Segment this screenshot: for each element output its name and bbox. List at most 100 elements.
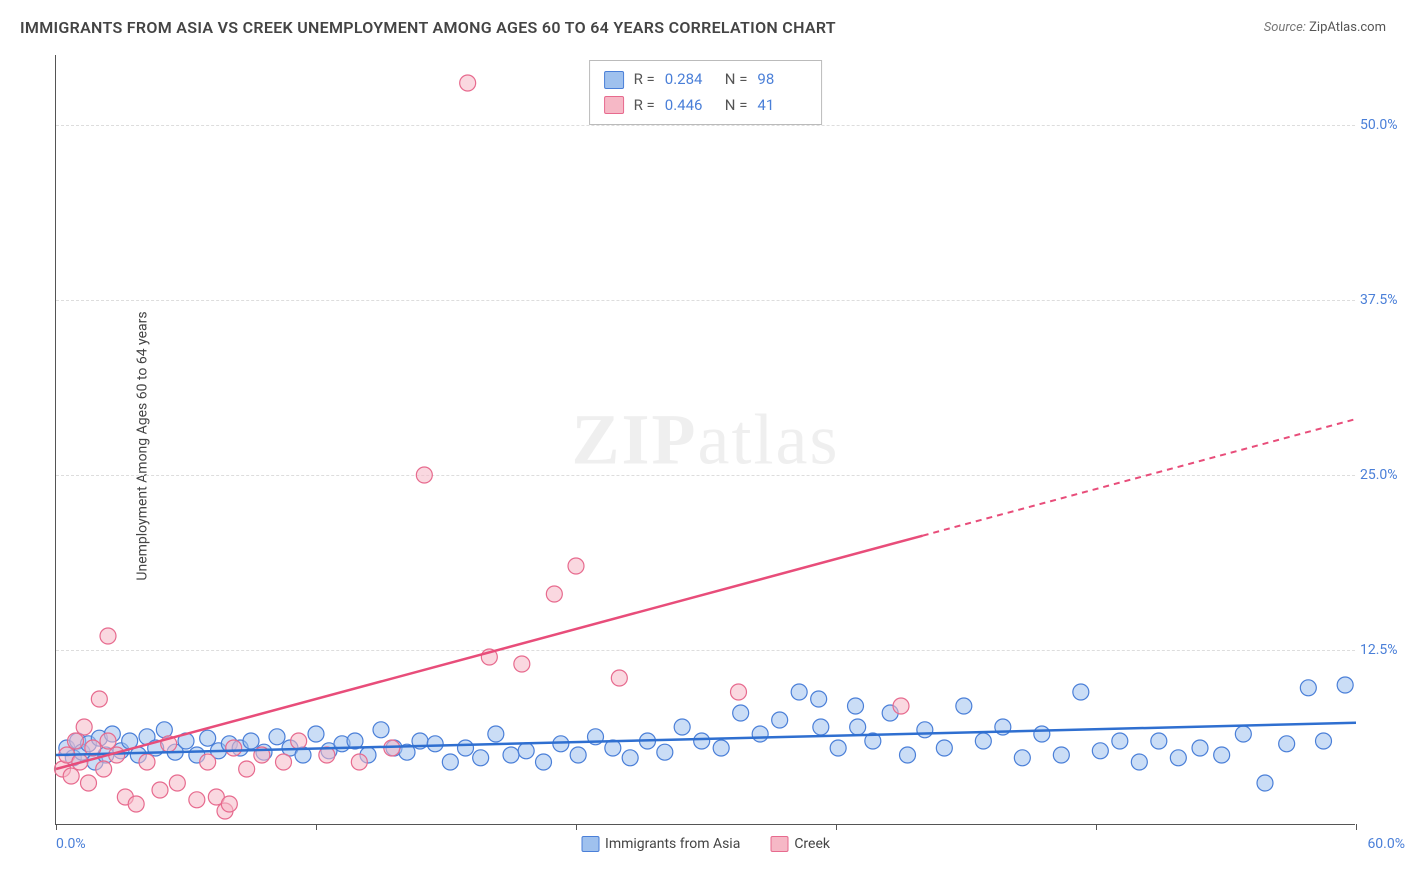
scatter-point: [900, 747, 916, 763]
scatter-point: [570, 747, 586, 763]
scatter-point: [1316, 733, 1332, 749]
scatter-point: [100, 733, 116, 749]
scatter-point: [351, 754, 367, 770]
scatter-point: [546, 586, 562, 602]
scatter-point: [1300, 680, 1316, 696]
scatter-point: [674, 719, 690, 735]
stat-row-series2: R = 0.446 N = 41: [604, 93, 808, 119]
correlation-stat-box: R = 0.284 N = 98 R = 0.446 N = 41: [589, 60, 823, 125]
scatter-point: [169, 775, 185, 791]
scatter-point: [152, 782, 168, 798]
scatter-point: [373, 722, 389, 738]
x-tick-mark: [56, 824, 57, 830]
scatter-point: [68, 733, 84, 749]
scatter-point: [1257, 775, 1273, 791]
scatter-point: [893, 698, 909, 714]
scatter-point: [657, 744, 673, 760]
y-tick-label: 50.0%: [1360, 117, 1406, 133]
n-value-series1: 98: [757, 67, 807, 93]
scatter-point: [200, 730, 216, 746]
scatter-point: [291, 733, 307, 749]
scatter-point: [1151, 733, 1167, 749]
r-value-series1: 0.284: [665, 67, 715, 93]
scatter-point: [189, 792, 205, 808]
scatter-point: [936, 740, 952, 756]
scatter-point: [1170, 750, 1186, 766]
scatter-point: [1214, 747, 1230, 763]
scatter-point: [811, 691, 827, 707]
scatter-point: [458, 740, 474, 756]
source-attribution: Source: ZipAtlas.com: [1264, 20, 1386, 35]
scatter-point: [514, 656, 530, 672]
scatter-point: [100, 628, 116, 644]
scatter-point: [1073, 684, 1089, 700]
n-label: N =: [725, 67, 748, 93]
scatter-point: [1279, 736, 1295, 752]
n-value-series2: 41: [757, 93, 807, 119]
source-label: Source:: [1264, 20, 1306, 35]
x-axis-max: 60.0%: [1367, 836, 1405, 852]
scatter-point: [536, 754, 552, 770]
scatter-plot-svg: [56, 55, 1355, 824]
scatter-point: [91, 691, 107, 707]
scatter-point: [200, 754, 216, 770]
scatter-point: [1014, 750, 1030, 766]
x-axis-min: 0.0%: [56, 836, 86, 852]
chart-plot-area: ZIPatlas R = 0.284 N = 98 R = 0.446 N = …: [55, 55, 1355, 825]
scatter-point: [772, 712, 788, 728]
scatter-point: [269, 729, 285, 745]
scatter-point: [694, 733, 710, 749]
swatch-series2: [604, 96, 624, 114]
scatter-point: [1034, 726, 1050, 742]
scatter-point: [713, 740, 729, 756]
r-label: R =: [634, 67, 655, 93]
scatter-point: [813, 719, 829, 735]
scatter-point: [76, 719, 92, 735]
y-tick-label: 12.5%: [1360, 642, 1406, 658]
scatter-point: [239, 761, 255, 777]
scatter-point: [956, 698, 972, 714]
scatter-point: [752, 726, 768, 742]
legend-label-series1: Immigrants from Asia: [605, 836, 740, 852]
scatter-point: [427, 736, 443, 752]
swatch-series1: [604, 71, 624, 89]
scatter-point: [442, 754, 458, 770]
legend: Immigrants from Asia Creek: [581, 836, 830, 852]
scatter-point: [791, 684, 807, 700]
scatter-point: [1131, 754, 1147, 770]
legend-label-series2: Creek: [794, 836, 830, 852]
swatch-series1-legend: [581, 836, 599, 852]
scatter-point: [733, 705, 749, 721]
scatter-point: [139, 754, 155, 770]
scatter-point: [518, 743, 534, 759]
scatter-point: [1112, 733, 1128, 749]
scatter-point: [1192, 740, 1208, 756]
scatter-point: [1092, 743, 1108, 759]
scatter-point: [611, 670, 627, 686]
scatter-point: [1053, 747, 1069, 763]
x-tick-mark: [316, 824, 317, 830]
x-tick-mark: [1356, 824, 1357, 830]
scatter-point: [81, 775, 97, 791]
scatter-point: [503, 747, 519, 763]
scatter-point: [308, 726, 324, 742]
x-tick-mark: [836, 824, 837, 830]
scatter-point: [848, 698, 864, 714]
chart-title: IMMIGRANTS FROM ASIA VS CREEK UNEMPLOYME…: [20, 18, 836, 37]
scatter-point: [63, 768, 79, 784]
stat-row-series1: R = 0.284 N = 98: [604, 67, 808, 93]
scatter-point: [488, 726, 504, 742]
scatter-point: [568, 558, 584, 574]
swatch-series2-legend: [770, 836, 788, 852]
scatter-point: [917, 722, 933, 738]
scatter-point: [221, 796, 237, 812]
legend-item-series2: Creek: [770, 836, 830, 852]
scatter-point: [975, 733, 991, 749]
scatter-point: [1337, 677, 1353, 693]
r-value-series2: 0.446: [665, 93, 715, 119]
scatter-point: [416, 467, 432, 483]
scatter-point: [1235, 726, 1251, 742]
scatter-point: [830, 740, 846, 756]
y-tick-label: 25.0%: [1360, 467, 1406, 483]
scatter-point: [226, 740, 242, 756]
